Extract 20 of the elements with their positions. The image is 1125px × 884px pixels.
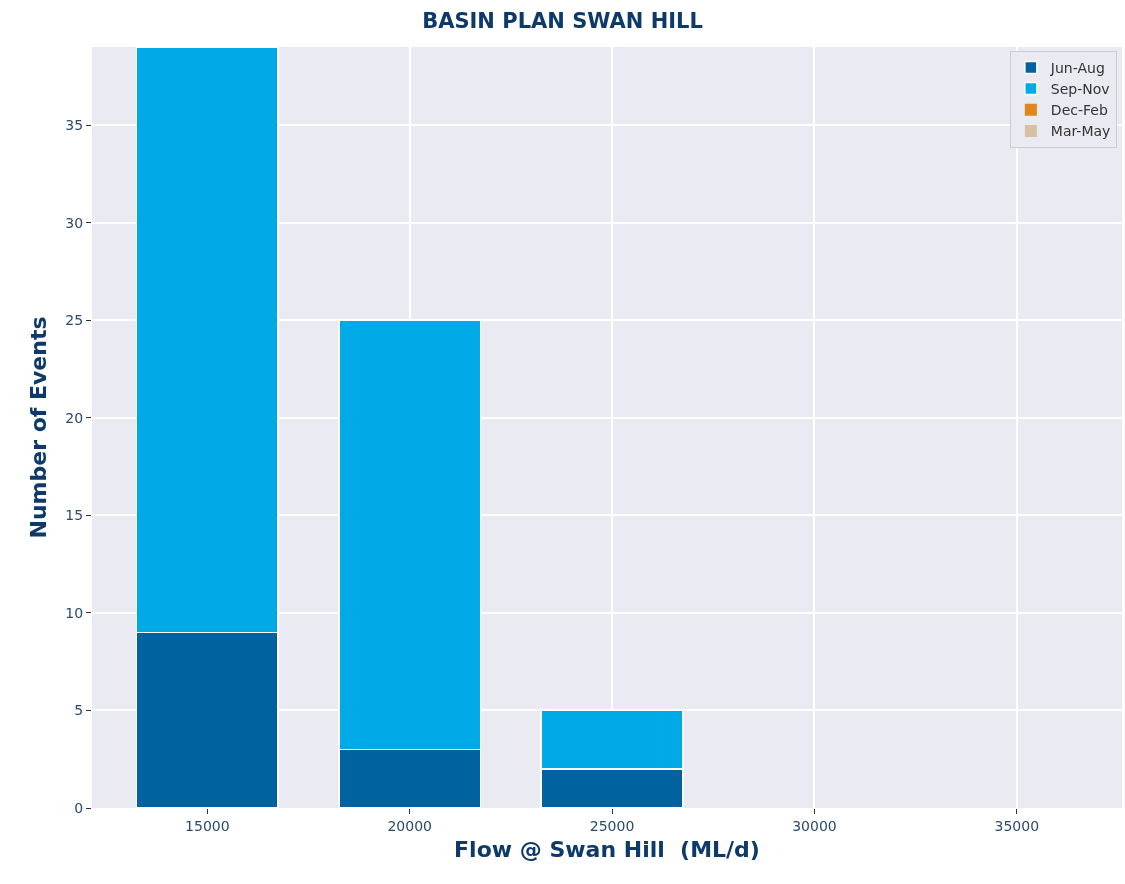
x-tick-label: 20000 (387, 817, 432, 834)
x-tick-label: 15000 (185, 817, 230, 834)
y-tick-label: 0 (74, 799, 84, 816)
y-tick-label: 25 (65, 312, 84, 329)
x-tick-label: 25000 (589, 817, 635, 834)
legend-label: Dec-Feb (1050, 102, 1108, 119)
chart-title: BASIN PLAN SWAN HILL (422, 8, 703, 33)
x-tick-label: 30000 (792, 817, 837, 834)
y-tick-label: 30 (65, 214, 84, 231)
x-axis-title: Flow @ Swan Hill (ML/d) (454, 836, 760, 862)
legend-label: Jun-Aug (1049, 59, 1105, 76)
y-tick-label: 20 (65, 409, 84, 426)
x-tick-label: 35000 (994, 817, 1040, 834)
y-tick-label: 5 (74, 702, 84, 719)
legend-label: Mar-May (1050, 123, 1111, 140)
y-tick-label: 35 (65, 116, 84, 133)
legend-label: Sep-Nov (1050, 81, 1110, 98)
y-tick-label: 10 (65, 604, 84, 621)
y-tick-label: 15 (65, 507, 84, 524)
y-axis-title: Number of Events (26, 316, 52, 539)
